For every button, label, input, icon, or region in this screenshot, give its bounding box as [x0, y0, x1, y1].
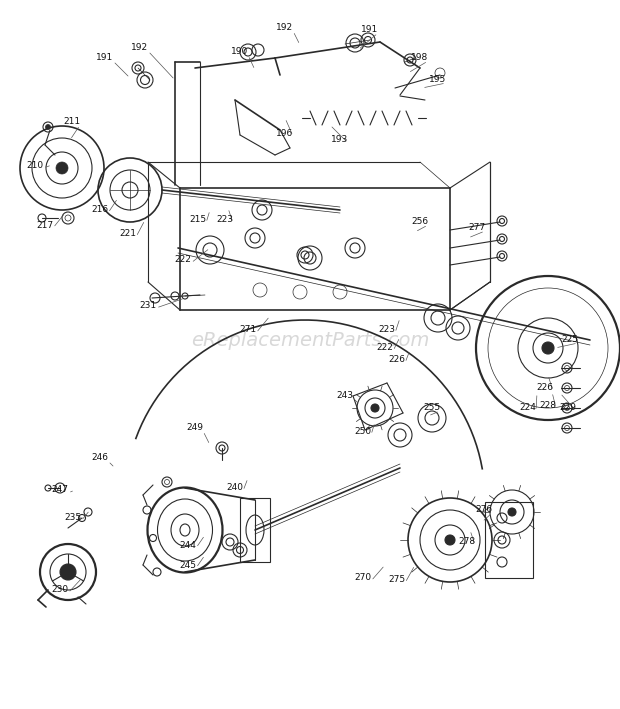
Text: 224: 224 [520, 403, 536, 413]
Text: 228: 228 [539, 401, 557, 410]
Text: 211: 211 [63, 118, 81, 126]
Text: 247: 247 [51, 486, 68, 494]
Text: 225: 225 [562, 335, 578, 345]
Text: 190: 190 [231, 48, 249, 57]
Text: 215: 215 [190, 216, 206, 225]
Text: 217: 217 [37, 220, 53, 230]
Text: 243: 243 [337, 391, 353, 399]
Text: 271: 271 [239, 325, 257, 335]
Text: 191: 191 [96, 53, 113, 62]
Text: 226: 226 [389, 355, 405, 364]
Bar [485, 502, 533, 578]
Text: 240: 240 [226, 484, 244, 493]
Text: 223: 223 [378, 325, 396, 335]
Circle shape [371, 404, 379, 412]
Text: 226: 226 [536, 384, 554, 393]
Text: 244: 244 [180, 540, 197, 549]
Circle shape [60, 564, 76, 580]
Circle shape [508, 508, 516, 516]
Circle shape [542, 342, 554, 354]
Circle shape [445, 535, 455, 545]
Text: 246: 246 [92, 454, 108, 462]
Text: 222: 222 [376, 343, 394, 352]
Text: 196: 196 [277, 128, 294, 138]
Circle shape [45, 125, 50, 130]
Text: 229: 229 [559, 403, 577, 413]
Text: 222: 222 [175, 255, 192, 264]
Circle shape [56, 162, 68, 174]
Text: 235: 235 [64, 513, 82, 523]
Text: 230: 230 [51, 586, 69, 595]
Text: 275: 275 [389, 576, 405, 584]
Text: 276: 276 [476, 506, 492, 515]
Text: 191: 191 [361, 26, 379, 35]
Text: 221: 221 [120, 230, 136, 238]
Text: 193: 193 [331, 135, 348, 145]
Text: 192: 192 [131, 43, 149, 52]
Text: 270: 270 [355, 574, 371, 583]
Text: 250: 250 [355, 428, 371, 437]
Text: 192: 192 [277, 23, 293, 33]
Text: 245: 245 [180, 561, 197, 569]
Text: 231: 231 [140, 301, 157, 310]
Text: 256: 256 [412, 218, 428, 226]
Bar [240, 498, 270, 562]
Text: 255: 255 [423, 403, 441, 413]
Text: 277: 277 [469, 223, 485, 233]
Text: 223: 223 [216, 216, 234, 225]
Text: 216: 216 [91, 206, 108, 215]
Text: 249: 249 [187, 423, 203, 432]
Text: 195: 195 [430, 75, 446, 84]
Text: 278: 278 [458, 537, 476, 547]
Text: 198: 198 [412, 53, 428, 62]
Text: eReplacementParts.com: eReplacementParts.com [191, 331, 429, 350]
Text: 210: 210 [27, 160, 43, 169]
